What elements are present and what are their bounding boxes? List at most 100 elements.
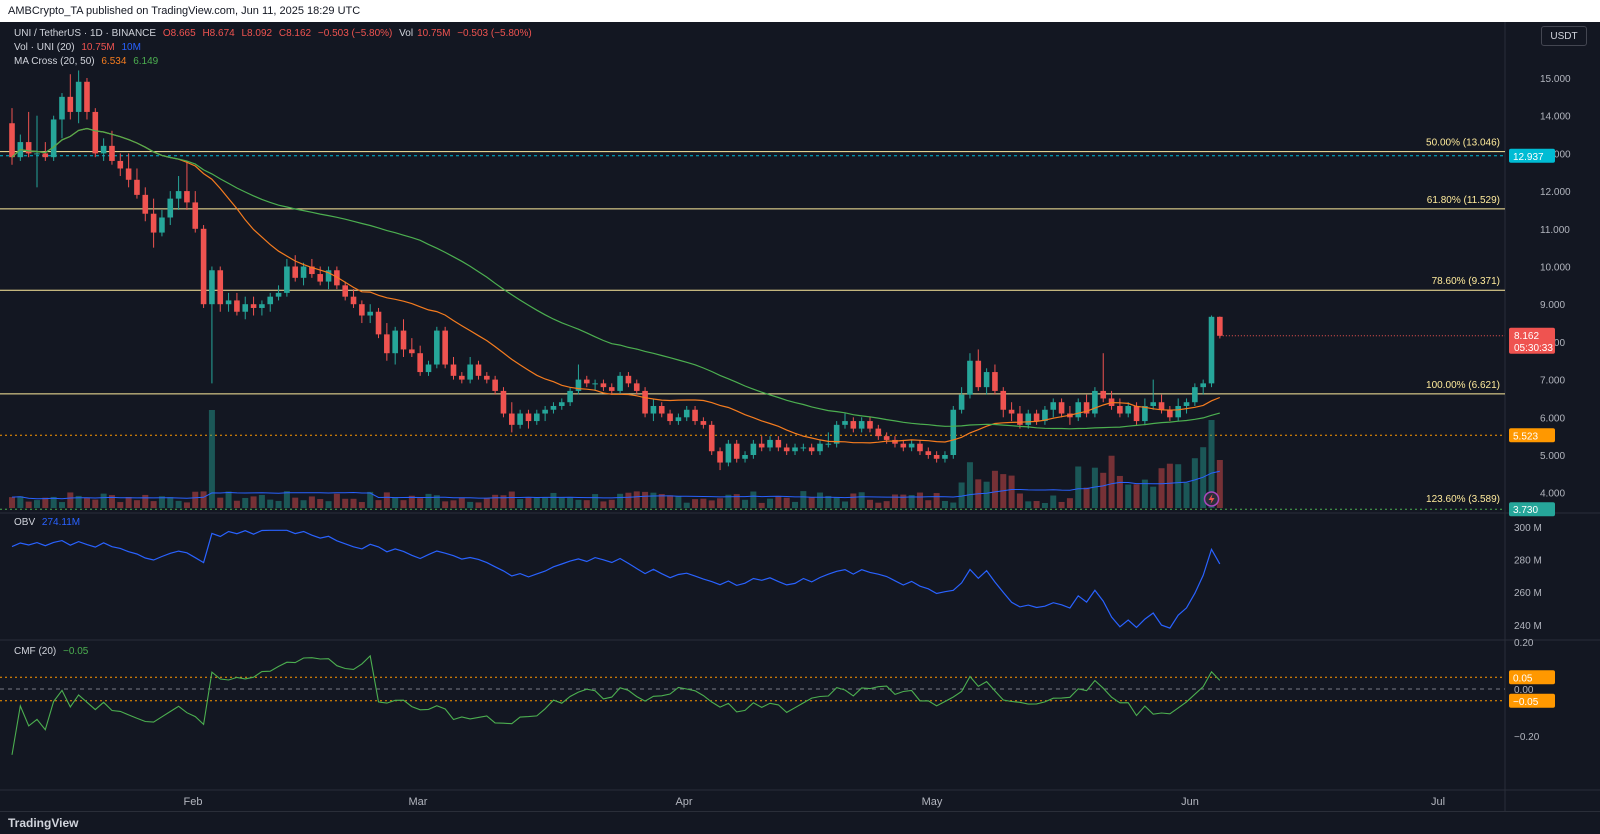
volume-bar [242,497,249,508]
cmf-badge: 0.05 [1513,673,1533,684]
candle-body [1133,405,1140,422]
volume-bar [192,491,199,508]
volume-bar [258,494,265,508]
volume-bar [133,500,140,508]
candle-body [1192,387,1198,403]
candle-body [1050,402,1057,410]
price-axis-label: 13.000 [1540,149,1571,160]
volume-bar [583,500,590,508]
volume-bar [392,497,399,508]
volume-bar [600,501,607,508]
candle-body [109,145,115,161]
candle-body [334,270,340,286]
candle-body [92,111,99,154]
price-axis-label: 5.000 [1540,451,1565,462]
volume-bar [658,494,665,508]
symbol-name[interactable]: UNI / TetherUS · 1D · BINANCE [14,28,157,39]
volume-bar [233,500,240,508]
candle-body [633,383,640,391]
candle-body [350,296,357,305]
candle-body [367,311,373,316]
volume-bar [1041,502,1048,508]
volume-bar [783,497,790,508]
candle-body [150,213,157,233]
candle-body [59,96,65,120]
price-badge: 12.937 [1513,152,1544,163]
candle-body [284,266,290,293]
price-badge-bg [1509,148,1555,163]
volume-bar [575,499,582,508]
volume-bar [850,493,857,508]
volume-bar [275,500,282,508]
tradingview-logo[interactable]: TradingView [8,816,79,830]
volume-bar [983,481,990,508]
obv-legend[interactable]: OBV 274.11M [14,517,84,528]
candle-body [1150,402,1157,406]
price-axis-label: 7.000 [1540,376,1565,387]
candle-body [1075,402,1082,418]
volume-legend[interactable]: Vol · UNI (20) 10.75M 10M [14,42,145,53]
time-axis-label: Jul [1431,796,1445,808]
volume-bar [925,500,932,508]
candle-body [209,270,215,305]
candle-body [825,443,832,445]
volume-bar [608,499,615,508]
ma20-line [11,127,1221,444]
currency-button[interactable]: USDT [1541,26,1587,46]
candle-body [925,451,932,455]
obv-label[interactable]: OBV [14,517,36,528]
lightning-icon-glyph [1208,494,1215,504]
ma-cross-legend[interactable]: MA Cross (20, 50) 6.534 6.149 [14,56,162,67]
volume-bar [350,498,357,508]
volume-bar [1183,482,1190,508]
volume-bar [1016,493,1023,508]
candle-body [958,394,965,410]
ma-cross-label[interactable]: MA Cross (20, 50) [14,56,95,67]
candle-body [875,428,882,437]
cmf-legend[interactable]: CMF (20) −0.05 [14,646,92,657]
candle-body [967,360,973,395]
candle-body [1175,405,1181,418]
publish-header: AMBCrypto_TA published on TradingView.co… [0,0,1600,22]
candle-body [583,379,590,384]
cmf-label[interactable]: CMF (20) [14,646,57,657]
cmf-badge-bg [1509,670,1555,685]
publish-header-text: AMBCrypto_TA published on TradingView.co… [8,5,361,17]
volume-bar [1191,458,1198,508]
volume-bar [342,498,349,508]
obv-axis-label: 280 M [1514,556,1542,567]
candle-body [234,300,240,312]
candle-body [675,417,682,422]
ma50-value: 6.149 [133,56,159,67]
candle-body [1025,413,1032,425]
cmf-axis-label: −0.20 [1514,732,1540,743]
candle-body [558,402,565,406]
candle-body [992,372,998,391]
obv-axis-label: 260 M [1514,588,1542,599]
candle-body [833,424,840,444]
volume-bar [883,501,890,508]
candle-body [592,383,598,385]
candle-body [1200,383,1206,388]
time-axis-label: Mar [409,796,428,808]
volume-bar [417,498,424,508]
volume-bar [200,491,207,508]
candle-body [792,447,798,452]
volume-bar [158,496,165,508]
candle-body [625,375,632,384]
volume-bar [167,497,174,508]
volume-bar [67,492,74,508]
candle-body [942,455,948,459]
vol-label: Vol [399,28,414,39]
volume-bar [333,493,340,508]
volume-bar [533,497,540,508]
volume-bar [542,497,549,508]
candle-body [783,447,790,452]
volume-bar [1050,495,1057,508]
volume-bar [550,492,557,508]
vol-indicator-label[interactable]: Vol · UNI (20) [14,42,75,53]
candle-body [159,217,165,233]
symbol-legend[interactable]: UNI / TetherUS · 1D · BINANCE O8.665 H8.… [14,28,536,39]
candle-body [975,360,982,388]
